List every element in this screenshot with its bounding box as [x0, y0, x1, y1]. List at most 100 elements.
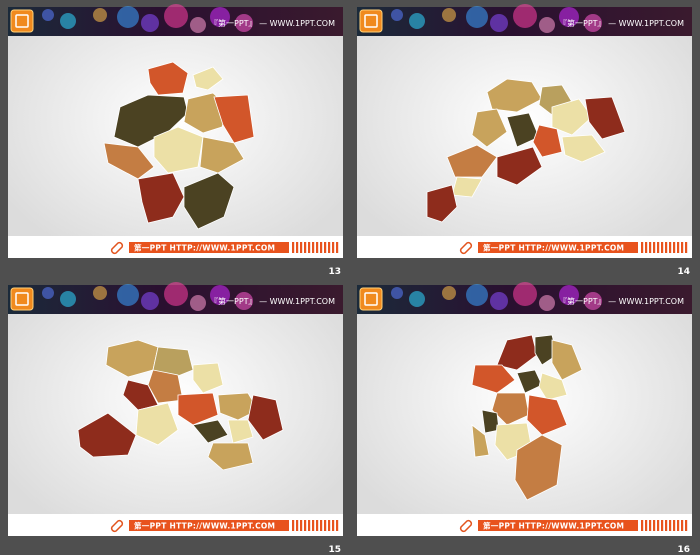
bokeh-light — [539, 17, 555, 33]
map-region — [177, 392, 219, 426]
slide-header: 『第一PPT』 — WWW.1PPT.COM — [8, 4, 343, 36]
map-region — [471, 364, 516, 394]
map-region — [534, 334, 558, 366]
footer-stripe — [332, 242, 335, 253]
header-icon-inner — [15, 292, 29, 306]
header-icon — [359, 9, 383, 33]
footer-logo — [459, 241, 473, 255]
footer-stripe — [685, 242, 688, 253]
footer-stripe — [641, 242, 644, 253]
footer-stripe — [296, 520, 299, 531]
map — [471, 334, 583, 501]
slide-number: 14 — [677, 267, 690, 277]
footer-logo — [110, 519, 124, 533]
footer-bar — [129, 242, 289, 253]
footer-stripe — [641, 520, 644, 531]
slide-thumbnail[interactable]: 『第一PPT』 — WWW.1PPT.COM 第一PPT HTTP://WWW.1… — [357, 282, 692, 536]
header-icon-inner — [15, 14, 29, 28]
footer-stripe — [296, 242, 299, 253]
footer-stripe — [292, 520, 295, 531]
footer-stripe — [312, 520, 315, 531]
bokeh-light — [164, 4, 188, 28]
bokeh-light — [559, 7, 579, 27]
bokeh-light — [559, 285, 579, 305]
map-region — [113, 94, 189, 148]
bokeh-light — [141, 292, 159, 310]
map-region — [217, 392, 259, 421]
bokeh-light — [117, 6, 139, 28]
bokeh-light — [466, 6, 488, 28]
bokeh-light — [190, 17, 206, 33]
bokeh-light — [235, 14, 253, 32]
bokeh-light — [466, 284, 488, 306]
map-region — [451, 176, 483, 198]
bokeh-light — [42, 287, 54, 299]
bokeh-light — [42, 9, 54, 21]
footer-stripe — [332, 520, 335, 531]
header-icon — [359, 287, 383, 311]
footer-stripe — [669, 520, 672, 531]
bokeh-light — [539, 295, 555, 311]
map — [103, 61, 255, 230]
bokeh-light — [93, 8, 107, 22]
map-region — [213, 94, 255, 144]
footer-stripe — [312, 242, 315, 253]
bokeh-light — [117, 284, 139, 306]
slide-thumbnail[interactable]: 『第一PPT』 — WWW.1PPT.COM 第一PPT HTTP://WWW.1… — [8, 282, 343, 536]
map-region — [135, 402, 179, 446]
map-region — [526, 394, 568, 436]
map-region — [491, 392, 530, 426]
slide-background — [8, 285, 343, 536]
header-icon-inner — [364, 292, 378, 306]
header-icon — [10, 287, 34, 311]
footer-stripe — [685, 520, 688, 531]
footer-stripe — [336, 520, 339, 531]
footer-stripe — [328, 520, 331, 531]
footer-stripe — [661, 242, 664, 253]
footer-stripe — [677, 242, 680, 253]
footer-stripe — [300, 520, 303, 531]
map-region — [551, 98, 593, 136]
map-region — [584, 96, 626, 140]
footer-stripe — [320, 520, 323, 531]
map-region — [192, 362, 224, 394]
bokeh-light — [210, 7, 230, 27]
bokeh-light — [60, 13, 76, 29]
slide-thumbnail[interactable]: 『第一PPT』 — WWW.1PPT.COM 第一PPT HTTP://WWW.1… — [8, 4, 343, 258]
slide-number: 15 — [328, 545, 341, 555]
footer-stripe — [653, 242, 656, 253]
slide-thumbnail[interactable]: 『第一PPT』 — WWW.1PPT.COM 第一PPT HTTP://WWW.1… — [357, 4, 692, 258]
footer-stripe — [324, 242, 327, 253]
footer-stripe — [673, 242, 676, 253]
bokeh-light — [190, 295, 206, 311]
bokeh-light — [584, 14, 602, 32]
map-region — [227, 419, 254, 444]
map-region — [137, 172, 185, 224]
footer-stripe — [657, 520, 660, 531]
footer-bar — [129, 520, 289, 531]
slide-header: 『第一PPT』 — WWW.1PPT.COM — [357, 282, 692, 314]
bokeh-light — [442, 286, 456, 300]
footer-stripe — [673, 520, 676, 531]
slide-number: 16 — [677, 545, 690, 555]
footer-bar — [478, 520, 638, 531]
footer-stripe — [308, 242, 311, 253]
bokeh-light — [490, 292, 508, 310]
footer-stripe — [645, 242, 648, 253]
bokeh-light — [391, 9, 403, 21]
map-region — [471, 424, 490, 458]
slide-number: 13 — [328, 267, 341, 277]
bokeh-light — [164, 282, 188, 306]
bokeh-light — [141, 14, 159, 32]
map-region — [514, 434, 563, 501]
header-text: 『第一PPT』 — WWW.1PPT.COM — [559, 296, 684, 306]
footer-stripe — [304, 520, 307, 531]
footer-stripe — [681, 242, 684, 253]
footer-stripe — [657, 242, 660, 253]
footer-stripe — [649, 242, 652, 253]
footer-stripe — [328, 242, 331, 253]
bokeh-light — [93, 286, 107, 300]
footer-bar — [478, 242, 638, 253]
footer-text: 第一PPT HTTP://WWW.1PPT.COM — [134, 521, 275, 531]
bokeh-light — [391, 287, 403, 299]
